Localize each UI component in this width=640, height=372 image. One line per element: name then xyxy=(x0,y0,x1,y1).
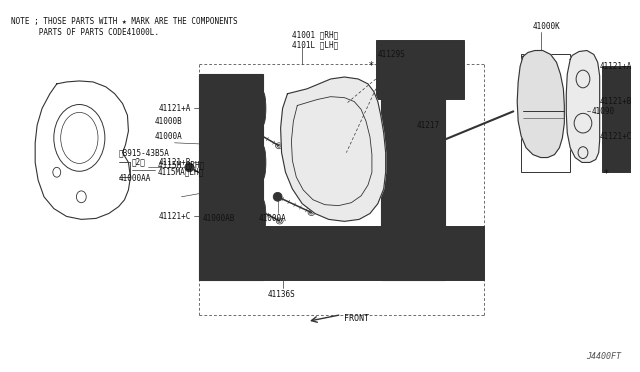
Text: 41000AB: 41000AB xyxy=(203,214,235,223)
Text: 41000A: 41000A xyxy=(259,214,287,223)
Bar xyxy=(602,100,633,136)
Text: 4101L 〈LH〉: 4101L 〈LH〉 xyxy=(292,40,339,49)
Ellipse shape xyxy=(217,146,246,179)
Text: 41001 〈RH〉: 41001 〈RH〉 xyxy=(292,30,339,39)
Text: 41129S: 41129S xyxy=(378,50,406,59)
Ellipse shape xyxy=(607,70,627,97)
Text: *: * xyxy=(604,169,609,179)
Text: NOTE ; THOSE PARTS WITH ★ MARK ARE THE COMPONENTS
      PARTS OF PARTS CODE41000: NOTE ; THOSE PARTS WITH ★ MARK ARE THE C… xyxy=(11,17,237,36)
Bar xyxy=(381,74,445,280)
Text: 41000A: 41000A xyxy=(155,132,182,141)
Text: 41000K: 41000K xyxy=(533,22,561,32)
Text: *: * xyxy=(369,61,374,71)
Text: 41121+B: 41121+B xyxy=(600,97,632,106)
Ellipse shape xyxy=(449,55,460,68)
Text: 4115MA〈LH〉: 4115MA〈LH〉 xyxy=(158,168,204,177)
Ellipse shape xyxy=(260,146,266,179)
Ellipse shape xyxy=(399,201,427,232)
Bar xyxy=(199,226,484,280)
Ellipse shape xyxy=(283,258,292,267)
Text: 41121+C: 41121+C xyxy=(600,132,632,141)
Ellipse shape xyxy=(410,55,420,68)
Text: ⒱B915-43B5A: ⒱B915-43B5A xyxy=(118,148,170,157)
Polygon shape xyxy=(517,51,564,157)
Text: 41121+B: 41121+B xyxy=(159,158,191,167)
Polygon shape xyxy=(566,51,600,163)
Ellipse shape xyxy=(260,200,266,233)
Bar xyxy=(602,137,633,172)
Text: 41000AA: 41000AA xyxy=(118,174,151,183)
Text: 41136S: 41136S xyxy=(268,291,296,299)
Ellipse shape xyxy=(217,92,246,125)
Ellipse shape xyxy=(239,121,248,129)
Ellipse shape xyxy=(205,187,213,196)
Ellipse shape xyxy=(239,197,248,206)
Ellipse shape xyxy=(234,248,243,257)
Text: 41217: 41217 xyxy=(417,121,440,129)
Bar xyxy=(602,66,633,102)
Text: 41090: 41090 xyxy=(592,107,615,116)
Text: 41121+A: 41121+A xyxy=(159,104,191,113)
Ellipse shape xyxy=(607,105,627,132)
Ellipse shape xyxy=(185,163,194,172)
Polygon shape xyxy=(280,77,386,221)
Ellipse shape xyxy=(607,141,627,168)
Ellipse shape xyxy=(217,200,246,233)
Bar xyxy=(521,54,570,172)
Ellipse shape xyxy=(342,266,351,275)
Text: 41121+C: 41121+C xyxy=(159,212,191,221)
Text: 41000B: 41000B xyxy=(155,117,182,126)
Ellipse shape xyxy=(399,147,427,178)
Circle shape xyxy=(326,191,337,203)
Ellipse shape xyxy=(430,55,440,68)
Text: 41121+A: 41121+A xyxy=(600,62,632,71)
Bar xyxy=(376,40,464,99)
Ellipse shape xyxy=(273,192,282,201)
Bar xyxy=(199,74,263,280)
Text: J4400FT: J4400FT xyxy=(586,352,621,361)
Text: 4115M 〈RH〉: 4115M 〈RH〉 xyxy=(158,160,204,169)
Ellipse shape xyxy=(390,55,401,68)
Text: 〈2〉: 〈2〉 xyxy=(131,157,145,166)
Text: FRONT: FRONT xyxy=(344,314,369,323)
Ellipse shape xyxy=(214,140,223,149)
Ellipse shape xyxy=(399,93,427,124)
Ellipse shape xyxy=(260,92,266,125)
